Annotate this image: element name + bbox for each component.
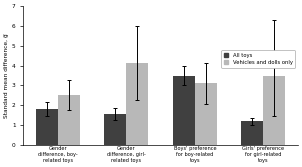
Bar (242, 121, 263, 145)
Bar (263, 75, 285, 145)
Bar (58, 95, 80, 145)
Bar (104, 114, 126, 145)
Bar (36, 109, 58, 145)
Bar (173, 75, 195, 145)
Y-axis label: Standard mean difference, g̅: Standard mean difference, g̅ (4, 33, 9, 118)
Bar (126, 63, 148, 145)
Legend: All toys, Vehicles and dolls only: All toys, Vehicles and dolls only (221, 50, 295, 68)
Bar (195, 84, 217, 145)
